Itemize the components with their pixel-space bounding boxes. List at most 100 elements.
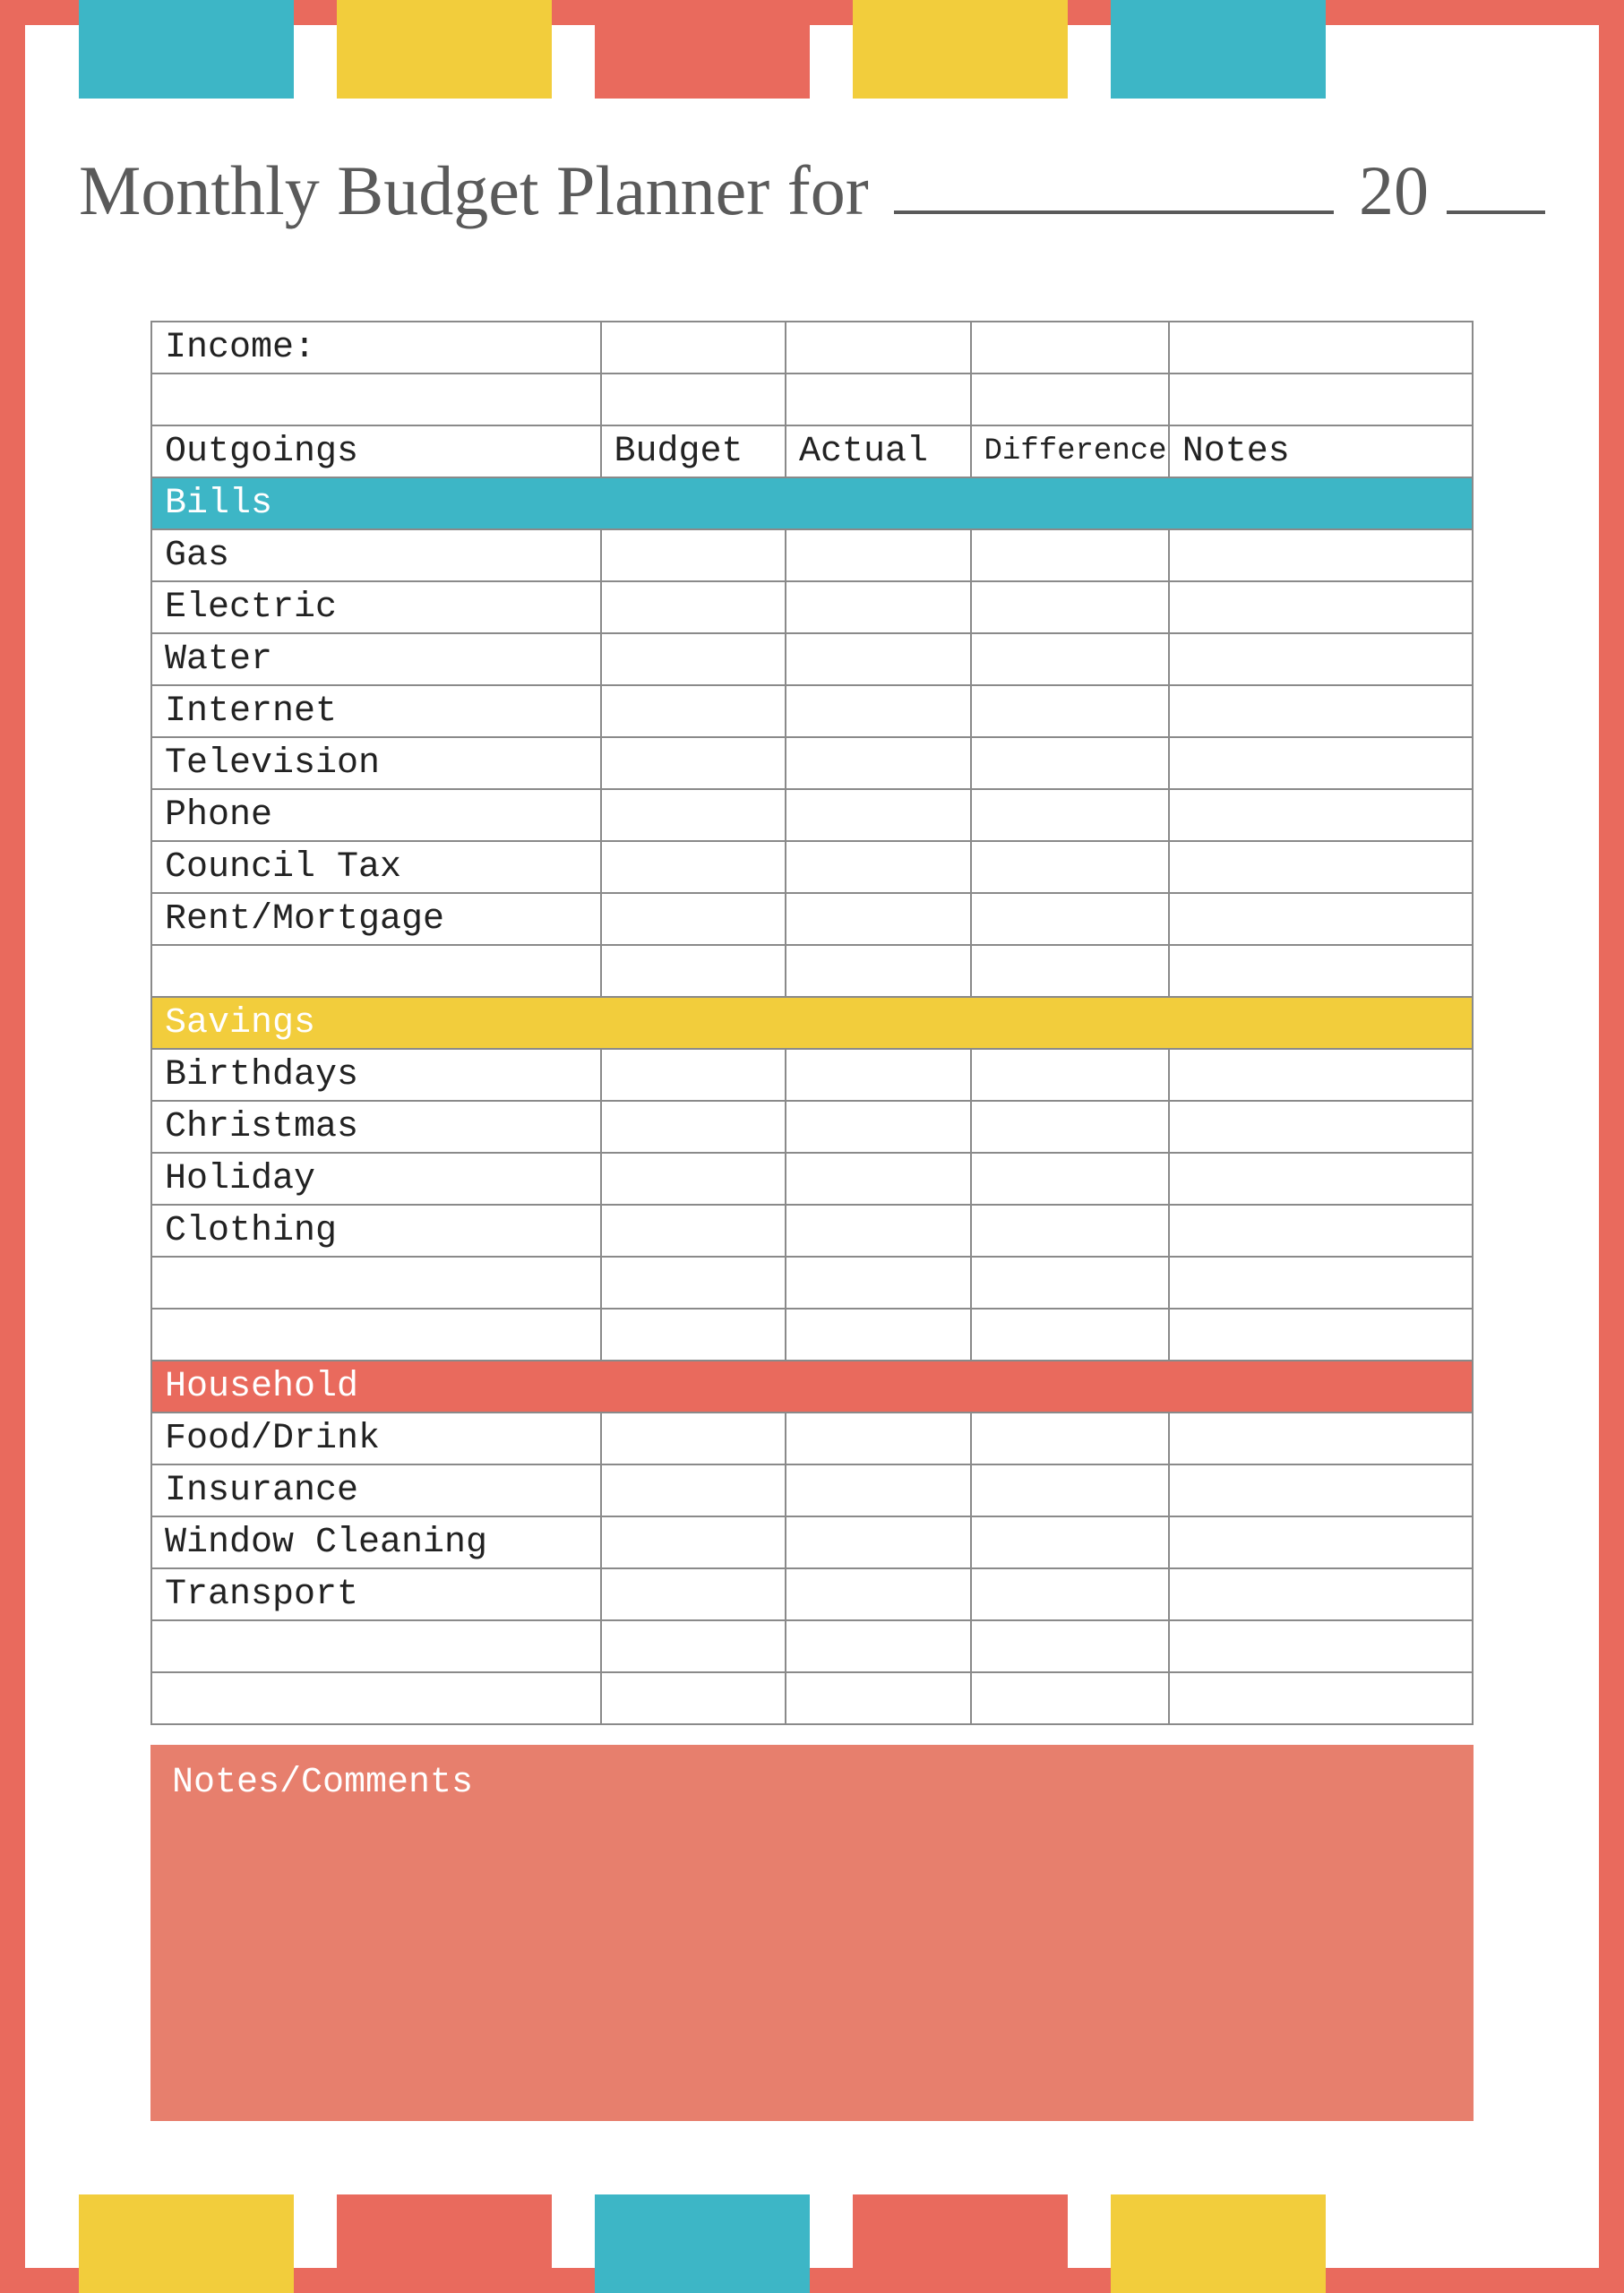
empty-cell[interactable] [151,945,601,997]
value-cell[interactable] [601,581,786,633]
empty-cell[interactable] [1169,1257,1473,1309]
empty-cell[interactable] [1169,374,1473,425]
value-cell[interactable] [1169,789,1473,841]
value-cell[interactable] [1169,1101,1473,1153]
value-cell[interactable] [601,1568,786,1620]
empty-cell[interactable] [971,1620,1169,1672]
empty-cell[interactable] [971,1309,1169,1361]
value-cell[interactable] [786,633,971,685]
empty-cell[interactable] [971,1257,1169,1309]
value-cell[interactable] [1169,529,1473,581]
value-cell[interactable] [971,529,1169,581]
empty-cell[interactable] [786,1257,971,1309]
value-cell[interactable] [601,1464,786,1516]
empty-cell[interactable] [601,1309,786,1361]
empty-cell[interactable] [971,374,1169,425]
value-cell[interactable] [971,841,1169,893]
value-cell[interactable] [1169,1464,1473,1516]
value-cell[interactable] [1169,633,1473,685]
value-cell[interactable] [601,1049,786,1101]
value-cell[interactable] [786,841,971,893]
empty-cell[interactable] [786,1672,971,1724]
value-cell[interactable] [1169,1205,1473,1257]
income-cell[interactable] [1169,322,1473,374]
value-cell[interactable] [1169,893,1473,945]
value-cell[interactable] [601,1205,786,1257]
value-cell[interactable] [971,1516,1169,1568]
value-cell[interactable] [601,1101,786,1153]
value-cell[interactable] [601,633,786,685]
empty-cell[interactable] [786,1309,971,1361]
value-cell[interactable] [1169,841,1473,893]
value-cell[interactable] [971,1101,1169,1153]
value-cell[interactable] [601,893,786,945]
empty-cell[interactable] [1169,1309,1473,1361]
value-cell[interactable] [601,1413,786,1464]
value-cell[interactable] [786,529,971,581]
value-cell[interactable] [1169,1568,1473,1620]
value-cell[interactable] [601,685,786,737]
empty-cell[interactable] [151,1257,601,1309]
value-cell[interactable] [786,1516,971,1568]
empty-cell[interactable] [601,1620,786,1672]
title-year-blank[interactable] [1447,151,1545,214]
value-cell[interactable] [971,893,1169,945]
value-cell[interactable] [786,685,971,737]
income-cell[interactable] [601,322,786,374]
value-cell[interactable] [786,1153,971,1205]
value-cell[interactable] [971,1153,1169,1205]
notes-comments-box[interactable]: Notes/Comments [150,1745,1474,2121]
empty-cell[interactable] [601,374,786,425]
value-cell[interactable] [786,1464,971,1516]
value-cell[interactable] [786,1568,971,1620]
value-cell[interactable] [601,529,786,581]
value-cell[interactable] [786,1205,971,1257]
value-cell[interactable] [601,841,786,893]
value-cell[interactable] [1169,581,1473,633]
value-cell[interactable] [601,1516,786,1568]
value-cell[interactable] [971,1049,1169,1101]
empty-cell[interactable] [786,1620,971,1672]
value-cell[interactable] [786,893,971,945]
empty-cell[interactable] [151,1309,601,1361]
empty-cell[interactable] [971,945,1169,997]
value-cell[interactable] [971,737,1169,789]
value-cell[interactable] [971,789,1169,841]
value-cell[interactable] [971,1205,1169,1257]
income-cell[interactable] [786,322,971,374]
value-cell[interactable] [601,1153,786,1205]
value-cell[interactable] [786,1413,971,1464]
value-cell[interactable] [786,789,971,841]
value-cell[interactable] [1169,1049,1473,1101]
empty-cell[interactable] [151,1620,601,1672]
value-cell[interactable] [971,581,1169,633]
title-month-blank[interactable] [894,151,1334,214]
value-cell[interactable] [971,1464,1169,1516]
value-cell[interactable] [971,633,1169,685]
value-cell[interactable] [601,737,786,789]
empty-cell[interactable] [151,374,601,425]
value-cell[interactable] [971,1413,1169,1464]
value-cell[interactable] [601,789,786,841]
value-cell[interactable] [1169,1413,1473,1464]
value-cell[interactable] [1169,1153,1473,1205]
value-cell[interactable] [786,737,971,789]
empty-cell[interactable] [151,1672,601,1724]
empty-cell[interactable] [601,1257,786,1309]
value-cell[interactable] [786,1049,971,1101]
empty-cell[interactable] [786,945,971,997]
empty-cell[interactable] [601,1672,786,1724]
empty-cell[interactable] [601,945,786,997]
value-cell[interactable] [1169,737,1473,789]
empty-cell[interactable] [971,1672,1169,1724]
empty-cell[interactable] [1169,1620,1473,1672]
empty-cell[interactable] [1169,945,1473,997]
empty-cell[interactable] [1169,1672,1473,1724]
value-cell[interactable] [786,581,971,633]
empty-cell[interactable] [786,374,971,425]
value-cell[interactable] [971,685,1169,737]
income-cell[interactable] [971,322,1169,374]
value-cell[interactable] [1169,685,1473,737]
value-cell[interactable] [786,1101,971,1153]
value-cell[interactable] [971,1568,1169,1620]
